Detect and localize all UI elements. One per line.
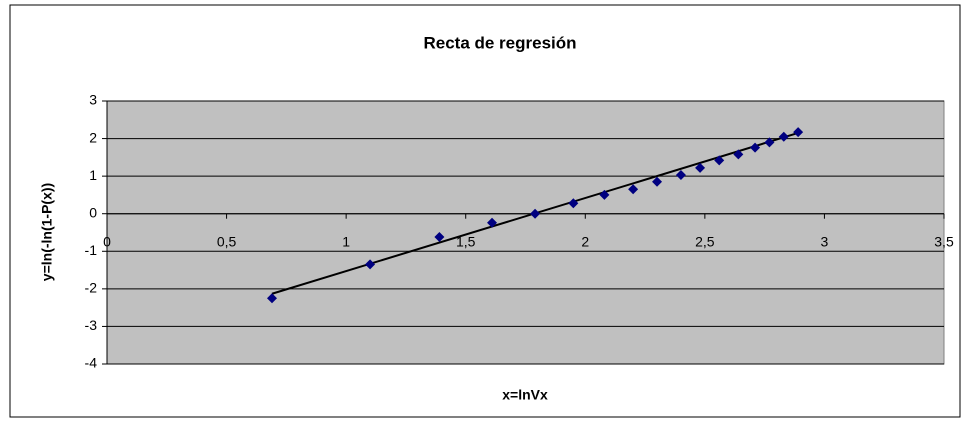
- data-point: [733, 149, 744, 160]
- plot-area: [106, 100, 945, 365]
- x-tick-label: 0: [103, 233, 111, 249]
- x-tick-label: 2: [581, 233, 589, 249]
- data-point: [487, 217, 498, 228]
- x-tick-label: 2,5: [695, 233, 715, 249]
- x-tick-label: 1: [342, 233, 350, 249]
- x-axis-label: x=lnVx: [502, 387, 548, 403]
- data-point: [675, 170, 686, 181]
- data-point: [714, 155, 725, 166]
- y-axis-label: y=ln(-ln(1-P(x)): [39, 183, 55, 281]
- chart-title: Recta de regresión: [423, 33, 576, 52]
- data-point: [530, 208, 541, 219]
- data-point: [764, 137, 775, 148]
- data-point: [628, 184, 639, 195]
- data-point: [599, 189, 610, 200]
- data-point: [750, 142, 761, 153]
- x-tick-label: 0,5: [217, 233, 237, 249]
- y-tick-label: -4: [85, 355, 98, 371]
- data-point: [695, 162, 706, 173]
- y-tick-label: -3: [85, 317, 98, 333]
- x-tick-label: 3: [821, 233, 829, 249]
- data-point: [568, 198, 579, 209]
- data-point: [434, 232, 445, 243]
- x-tick-label: 1,5: [456, 233, 476, 249]
- data-point: [365, 259, 376, 270]
- data-point: [267, 293, 278, 304]
- y-tick-label: 2: [89, 129, 97, 145]
- data-point: [778, 131, 789, 142]
- y-tick-label: 1: [89, 167, 97, 183]
- y-tick-label: 3: [89, 92, 97, 108]
- x-tick-label: 3,5: [934, 233, 954, 249]
- y-tick-label: -1: [85, 242, 98, 258]
- data-point: [652, 176, 663, 187]
- data-point: [793, 127, 804, 138]
- y-tick-label: -2: [85, 280, 98, 296]
- y-tick-label: 0: [89, 204, 97, 220]
